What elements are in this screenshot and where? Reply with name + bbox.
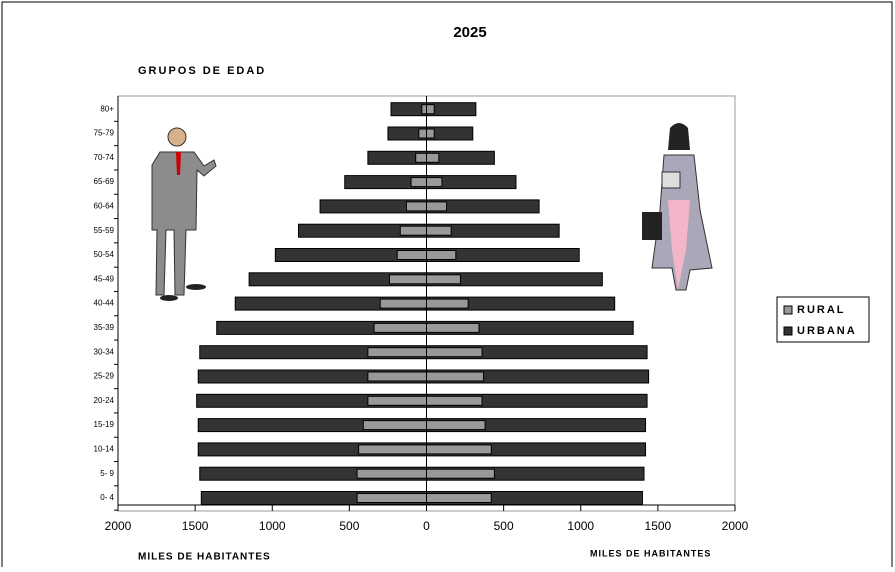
- y-tick-label: 50-54: [94, 250, 115, 259]
- bar: [356, 468, 427, 479]
- x-tick-label: 500: [494, 519, 514, 533]
- y-tick-label: 60-64: [94, 202, 115, 211]
- legend-swatch: [783, 326, 793, 336]
- x-tick-label: 1000: [567, 519, 594, 533]
- x-tick-label: 1500: [182, 519, 209, 533]
- bar: [426, 128, 435, 139]
- bar: [426, 250, 457, 260]
- legend-label: URBANA: [797, 325, 857, 337]
- bar: [426, 420, 486, 431]
- y-tick-label: 55-59: [94, 226, 115, 235]
- bar: [410, 177, 428, 188]
- x-tick-label: 1000: [259, 519, 286, 533]
- bar: [426, 225, 452, 236]
- man-illustration: [151, 127, 217, 301]
- bar: [426, 201, 448, 212]
- y-tick-label: 35-39: [94, 323, 115, 332]
- bar: [426, 468, 495, 479]
- x-axis-label: MILES DE HABITANTES: [590, 548, 711, 558]
- bar: [426, 274, 461, 285]
- bar: [426, 322, 480, 333]
- y-tick-label: 20-24: [94, 396, 115, 405]
- bar: [362, 420, 428, 431]
- x-tick-label: 2000: [722, 519, 749, 533]
- y-tick-label: 75-79: [94, 129, 115, 138]
- x-tick-label: 2000: [105, 519, 132, 533]
- y-tick-label: 0- 4: [100, 493, 114, 502]
- chart-title: 2025: [453, 24, 486, 41]
- x-tick-label: 0: [423, 519, 430, 533]
- bar: [373, 322, 427, 333]
- bar: [367, 371, 428, 382]
- legend-label: RURAL: [797, 304, 846, 316]
- y-tick-label: 40-44: [94, 299, 115, 308]
- bar: [426, 152, 440, 163]
- legend-swatch: [783, 305, 793, 315]
- bar: [426, 444, 492, 455]
- x-tick-label: 500: [339, 519, 359, 533]
- y-axis-label: GRUPOS DE EDAD: [138, 65, 266, 77]
- y-tick-label: 65-69: [94, 177, 115, 186]
- bar: [390, 102, 427, 117]
- y-tick-label: 30-34: [94, 347, 115, 356]
- y-tick-label: 25-29: [94, 372, 115, 381]
- bar: [415, 152, 428, 163]
- y-tick-label: 15-19: [94, 420, 115, 429]
- bar: [367, 395, 428, 406]
- bar: [405, 201, 428, 212]
- x-axis-label: MILES DE HABITANTES: [138, 552, 271, 563]
- x-tick-label: 1500: [645, 519, 672, 533]
- y-tick-label: 70-74: [94, 153, 115, 162]
- woman-illustration: [642, 123, 713, 291]
- y-tick-label: 5- 9: [100, 469, 114, 478]
- bar: [356, 493, 427, 503]
- bar: [388, 274, 428, 285]
- bar: [426, 493, 492, 503]
- bar: [399, 225, 427, 236]
- bar: [367, 347, 428, 358]
- y-tick-label: 80+: [100, 104, 114, 113]
- bar: [421, 104, 427, 115]
- bar: [426, 177, 443, 188]
- bar: [426, 395, 483, 406]
- bar: [358, 444, 428, 455]
- bar: [379, 298, 428, 309]
- y-tick-label: 10-14: [94, 445, 115, 454]
- bar: [426, 371, 485, 382]
- y-tick-label: 45-49: [94, 274, 115, 283]
- bar: [418, 128, 428, 139]
- bar: [426, 104, 435, 115]
- bar: [426, 298, 469, 309]
- bar: [426, 347, 483, 358]
- bar: [396, 250, 428, 260]
